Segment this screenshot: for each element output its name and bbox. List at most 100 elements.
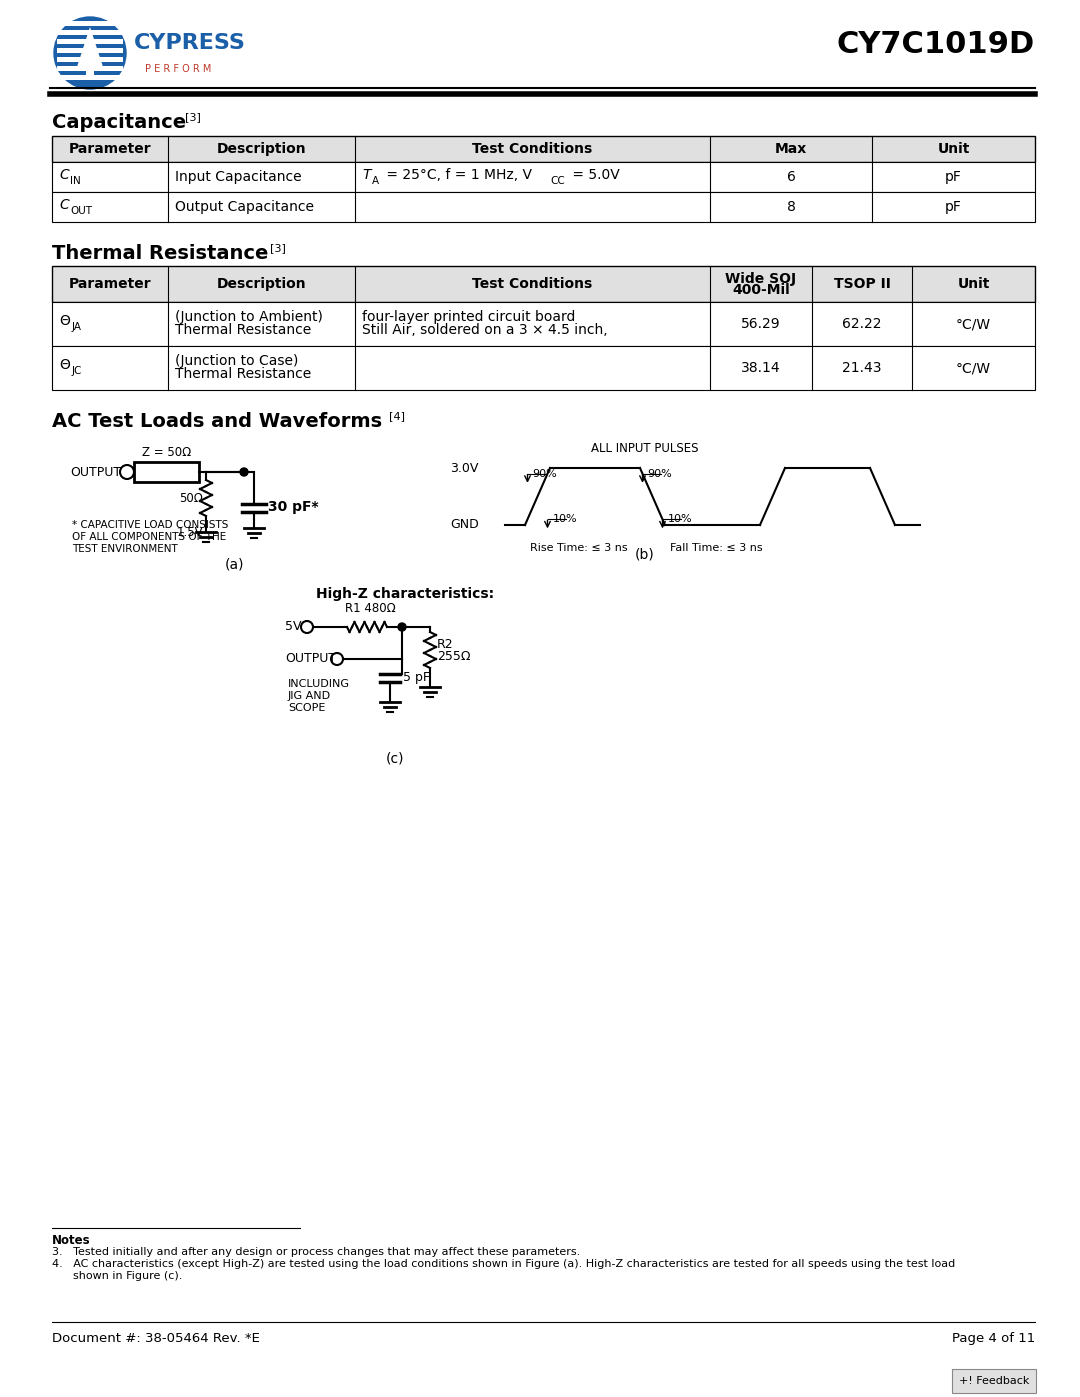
Text: 5 pF: 5 pF <box>403 671 430 683</box>
Text: (b): (b) <box>635 548 654 562</box>
Text: Description: Description <box>217 142 307 156</box>
Text: Page 4 of 11: Page 4 of 11 <box>951 1331 1035 1345</box>
Text: 90%: 90% <box>532 469 557 479</box>
Text: OUT: OUT <box>70 205 92 217</box>
Bar <box>52 136 1035 162</box>
Text: P E R F O R M: P E R F O R M <box>145 64 212 74</box>
Text: (Junction to Case): (Junction to Case) <box>175 355 298 369</box>
Text: INCLUDING: INCLUDING <box>288 679 350 689</box>
Circle shape <box>330 652 343 665</box>
Text: CYPRESS: CYPRESS <box>134 34 246 53</box>
Circle shape <box>54 17 126 89</box>
Text: TEST ENVIRONMENT: TEST ENVIRONMENT <box>72 543 178 555</box>
Text: Θ: Θ <box>59 358 70 372</box>
Text: 50Ω: 50Ω <box>179 492 203 504</box>
Text: 8: 8 <box>786 200 796 214</box>
Text: Output Capacitance: Output Capacitance <box>175 200 314 214</box>
Circle shape <box>301 622 313 633</box>
Text: [4]: [4] <box>389 411 405 420</box>
Text: R2: R2 <box>437 637 454 651</box>
Text: Wide SOJ: Wide SOJ <box>726 271 797 285</box>
Text: °C/W: °C/W <box>956 317 991 331</box>
Circle shape <box>120 465 134 479</box>
Text: JIG AND: JIG AND <box>288 692 332 701</box>
Text: Fall Time: ≤ 3 ns: Fall Time: ≤ 3 ns <box>670 543 762 553</box>
Bar <box>57 47 123 53</box>
Text: Notes: Notes <box>52 1234 91 1248</box>
Text: CC: CC <box>550 176 565 186</box>
Text: 21.43: 21.43 <box>842 360 881 374</box>
Bar <box>52 265 1035 302</box>
Text: OUTPUT: OUTPUT <box>285 652 336 665</box>
Text: 255Ω: 255Ω <box>437 651 471 664</box>
Text: 3.   Tested initially and after any design or process changes that may affect th: 3. Tested initially and after any design… <box>52 1248 580 1257</box>
Text: four-layer printed circuit board: four-layer printed circuit board <box>362 310 576 324</box>
Text: = 25°C, f = 1 MHz, V: = 25°C, f = 1 MHz, V <box>382 168 532 182</box>
Text: Document #: 38-05464 Rev. *E: Document #: 38-05464 Rev. *E <box>52 1331 260 1345</box>
Text: OF ALL COMPONENTS OF THE: OF ALL COMPONENTS OF THE <box>72 532 226 542</box>
Text: JC: JC <box>72 366 82 376</box>
Text: Thermal Resistance: Thermal Resistance <box>52 244 268 263</box>
Text: GND: GND <box>450 518 478 531</box>
Text: ALL INPUT PULSES: ALL INPUT PULSES <box>591 441 699 455</box>
Bar <box>57 57 123 61</box>
Text: pF: pF <box>945 170 962 184</box>
Text: Thermal Resistance: Thermal Resistance <box>175 367 311 381</box>
Text: 90%: 90% <box>648 469 672 479</box>
Text: Z = 50Ω: Z = 50Ω <box>141 446 191 460</box>
Text: * CAPACITIVE LOAD CONSISTS: * CAPACITIVE LOAD CONSISTS <box>72 520 228 529</box>
Text: 10%: 10% <box>553 514 577 524</box>
Text: Capacitance: Capacitance <box>52 113 186 131</box>
Bar <box>52 302 1035 346</box>
Text: (c): (c) <box>386 752 404 766</box>
Text: 400-Mil: 400-Mil <box>732 282 789 296</box>
Text: R1 480Ω: R1 480Ω <box>345 602 395 615</box>
Bar <box>57 21 123 27</box>
Text: 10%: 10% <box>667 514 692 524</box>
Text: [3]: [3] <box>185 112 201 122</box>
Text: Description: Description <box>217 277 307 291</box>
Text: shown in Figure (c).: shown in Figure (c). <box>52 1271 183 1281</box>
Text: Input Capacitance: Input Capacitance <box>175 170 301 184</box>
Text: 4.   AC characteristics (except High-Z) are tested using the load conditions sho: 4. AC characteristics (except High-Z) ar… <box>52 1259 955 1268</box>
Text: CY7C1019D: CY7C1019D <box>837 29 1035 59</box>
Text: IN: IN <box>70 176 81 186</box>
Text: +! Feedback: +! Feedback <box>959 1376 1029 1386</box>
Text: Θ: Θ <box>59 314 70 328</box>
Polygon shape <box>76 27 104 70</box>
Text: Test Conditions: Test Conditions <box>472 277 593 291</box>
Text: pF: pF <box>945 200 962 214</box>
Text: 38.14: 38.14 <box>741 360 781 374</box>
Text: (a): (a) <box>225 557 244 571</box>
Text: Thermal Resistance: Thermal Resistance <box>175 324 311 338</box>
Text: Unit: Unit <box>937 142 970 156</box>
Text: AC Test Loads and Waveforms: AC Test Loads and Waveforms <box>52 412 382 432</box>
Text: °C/W: °C/W <box>956 360 991 374</box>
Text: A: A <box>372 176 379 186</box>
Text: [3]: [3] <box>270 243 286 253</box>
Circle shape <box>399 623 406 631</box>
Text: 56.29: 56.29 <box>741 317 781 331</box>
Bar <box>52 346 1035 390</box>
Text: Test Conditions: Test Conditions <box>472 142 593 156</box>
Text: 62.22: 62.22 <box>842 317 881 331</box>
Circle shape <box>240 468 248 476</box>
Text: C: C <box>59 198 69 212</box>
Text: Unit: Unit <box>957 277 989 291</box>
Text: C: C <box>59 168 69 182</box>
Text: Max: Max <box>774 142 807 156</box>
Text: JA: JA <box>72 321 82 332</box>
FancyBboxPatch shape <box>951 1369 1036 1393</box>
Text: High-Z characteristics:: High-Z characteristics: <box>316 587 494 601</box>
Bar <box>134 462 199 482</box>
Text: 5V: 5V <box>285 620 301 633</box>
Text: (Junction to Ambient): (Junction to Ambient) <box>175 310 323 324</box>
Text: SCOPE: SCOPE <box>288 703 325 712</box>
Text: Still Air, soldered on a 3 × 4.5 inch,: Still Air, soldered on a 3 × 4.5 inch, <box>362 324 608 338</box>
Bar <box>52 162 1035 191</box>
Text: Rise Time: ≤ 3 ns: Rise Time: ≤ 3 ns <box>530 543 627 553</box>
Bar <box>57 66 123 71</box>
Bar <box>52 191 1035 222</box>
Bar <box>57 39 123 43</box>
Text: 30 pF*: 30 pF* <box>268 500 319 514</box>
